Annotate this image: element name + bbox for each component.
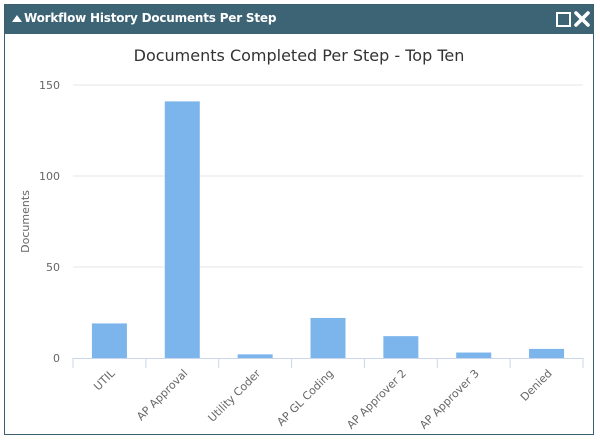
widget-title: Workflow History Documents Per Step <box>24 11 277 25</box>
y-tick-label: 50 <box>46 261 60 274</box>
bar-utility-coder <box>237 354 273 358</box>
workflow-history-widget: Workflow History Documents Per Step Docu… <box>4 4 594 435</box>
bar-ap-gl-coding <box>310 317 346 358</box>
bar-util <box>91 323 127 358</box>
bar-ap-approver-3 <box>456 352 492 358</box>
bar-ap-approver-2 <box>383 336 419 358</box>
x-tick-label: AP Approver 2 <box>344 367 409 432</box>
bar-ap-approval <box>164 101 200 358</box>
maximize-icon[interactable] <box>556 12 571 27</box>
close-icon[interactable] <box>572 8 592 30</box>
x-tick-label: AP Approval <box>134 367 190 423</box>
y-tick-label: 0 <box>53 352 60 365</box>
chart-area: Documents Completed Per Step - Top Ten 0… <box>5 34 593 434</box>
y-axis-title: Documents <box>19 190 32 253</box>
x-tick-label: Denied <box>518 367 555 404</box>
collapse-icon[interactable] <box>12 15 22 22</box>
y-tick-label: 150 <box>39 79 60 92</box>
x-tick-label: Utility Coder <box>206 367 264 425</box>
y-tick-label: 100 <box>39 170 60 183</box>
bar-denied <box>529 348 565 358</box>
widget-titlebar: Workflow History Documents Per Step <box>5 5 593 34</box>
x-tick-label: AP Approver 3 <box>417 367 482 432</box>
chart-title: Documents Completed Per Step - Top Ten <box>133 46 465 65</box>
x-tick-label: UTIL <box>91 366 118 393</box>
x-tick-label: AP GL Coding <box>274 367 336 429</box>
